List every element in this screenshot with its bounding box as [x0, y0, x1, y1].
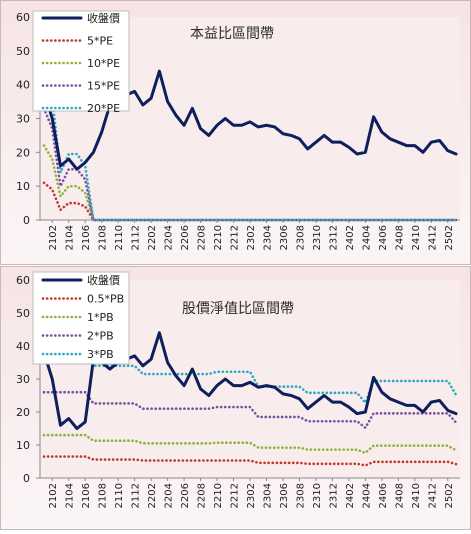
y-tick-label: 50 — [16, 45, 30, 58]
x-tick-label: 2212 — [230, 225, 241, 250]
x-tick-label: 2502 — [444, 483, 455, 508]
y-tick-label: 50 — [16, 307, 30, 320]
x-tick-label: 2402 — [345, 483, 356, 508]
legend: 收盤價 5*PE 10*PE 15*PE 20*PE — [32, 10, 130, 115]
x-tick-label: 2412 — [427, 225, 438, 250]
x-tick-label: 2206 — [180, 483, 191, 508]
y-tick-label: 60 — [16, 11, 30, 24]
x-tick-label: 2402 — [345, 225, 356, 250]
y-tick-label: 20 — [16, 406, 30, 419]
y-tick-label: 20 — [16, 146, 30, 159]
chart-panel-1: 0 10 20 30 40 50 60 2102 2104 2106 2108 2110 2112 220… — [0, 0, 471, 265]
x-tick-label: 2204 — [164, 483, 175, 508]
x-tick-label: 2404 — [361, 483, 372, 508]
y-tick-label: 0 — [23, 214, 30, 227]
x-tick-label: 2108 — [98, 483, 109, 508]
x-tick-label: 2110 — [114, 483, 125, 508]
x-tick-label: 2304 — [262, 483, 273, 508]
y-tick-label: 10 — [16, 439, 30, 452]
x-tick-label: 2306 — [279, 225, 290, 250]
y-tick-label: 40 — [16, 79, 30, 92]
x-tick-label: 2312 — [328, 483, 339, 508]
legend-label-3: 1*PB — [87, 311, 114, 324]
series-line-2 — [42, 455, 458, 467]
x-tick-label: 2108 — [98, 225, 109, 250]
x-tick-label: 2308 — [295, 483, 306, 508]
legend: 收盤價 0.5*PB 1*PB 2*PB 3*PB — [32, 271, 130, 365]
x-tick-label: 2406 — [378, 483, 389, 508]
x-tick-label: 2410 — [411, 483, 422, 508]
legend-box — [32, 271, 130, 365]
x-tick-label: 2308 — [295, 225, 306, 250]
x-tick-label: 2210 — [213, 225, 224, 250]
x-tick-label: 2302 — [246, 483, 257, 508]
x-tick-label: 2102 — [48, 225, 59, 250]
x-tick-label: 2304 — [262, 225, 273, 250]
x-tick-label: 2306 — [279, 483, 290, 508]
legend-label-1: 收盤價 — [87, 273, 120, 287]
x-tick-label: 2202 — [147, 225, 158, 250]
legend-label-2: 0.5*PB — [87, 293, 124, 306]
x-tick-label: 2210 — [213, 483, 224, 508]
legend-box — [32, 10, 130, 112]
x-tick-label: 2312 — [328, 225, 339, 250]
x-tick-label: 2106 — [81, 225, 92, 250]
y-tick-label: 60 — [16, 274, 30, 287]
x-tick-label: 2208 — [197, 225, 208, 250]
x-tick-label: 2310 — [312, 225, 323, 250]
series-line-4 — [42, 390, 458, 430]
legend-label-2: 5*PE — [87, 35, 113, 48]
x-tick-label: 2408 — [394, 225, 405, 250]
legend-label-4: 2*PB — [87, 330, 114, 343]
x-tick-label: 2104 — [65, 483, 76, 508]
y-tick-label: 0 — [23, 472, 30, 485]
x-tick-label: 2502 — [444, 225, 455, 250]
x-tick-label: 2404 — [361, 225, 372, 250]
legend-label-5: 3*PB — [87, 348, 114, 361]
chart-panel-2: 0 10 20 30 40 50 60 2102 2104 2106 2108 2110 2112 220… — [0, 266, 471, 530]
series-line-5 — [42, 69, 458, 222]
x-tick-label: 2310 — [312, 483, 323, 508]
x-tick-label: 2302 — [246, 225, 257, 250]
x-tick-label: 2102 — [48, 483, 59, 508]
x-tick-label: 2204 — [164, 225, 175, 250]
y-tick-label: 30 — [16, 113, 30, 126]
x-tick-label: 2202 — [147, 483, 158, 508]
x-tick-label: 2104 — [65, 225, 76, 250]
y-tick-label: 30 — [16, 373, 30, 386]
x-tick-label: 2412 — [427, 483, 438, 508]
x-tick-label: 2408 — [394, 483, 405, 508]
legend-label-3: 10*PE — [87, 57, 120, 70]
chart-title: 本益比區間帶 — [190, 26, 274, 42]
x-tick-label: 2112 — [131, 483, 142, 508]
y-tick-label: 40 — [16, 340, 30, 353]
y-tick-label: 10 — [16, 180, 30, 193]
legend-label-4: 15*PE — [87, 80, 120, 93]
series-line-3 — [42, 433, 458, 455]
x-tick-label: 2112 — [131, 225, 142, 250]
x-tick-label: 2212 — [230, 483, 241, 508]
series-line-1 — [42, 331, 458, 430]
legend-label-5: 20*PE — [87, 102, 120, 115]
x-tick-label: 2410 — [411, 225, 422, 250]
x-tick-label: 2110 — [114, 225, 125, 250]
x-tick-label: 2106 — [81, 483, 92, 508]
x-tick-label: 2406 — [378, 225, 389, 250]
x-tick-label: 2206 — [180, 225, 191, 250]
legend-label-1: 收盤價 — [87, 11, 120, 25]
x-tick-label: 2208 — [197, 483, 208, 508]
chart-title: 股價淨值比區間帶 — [182, 300, 294, 317]
